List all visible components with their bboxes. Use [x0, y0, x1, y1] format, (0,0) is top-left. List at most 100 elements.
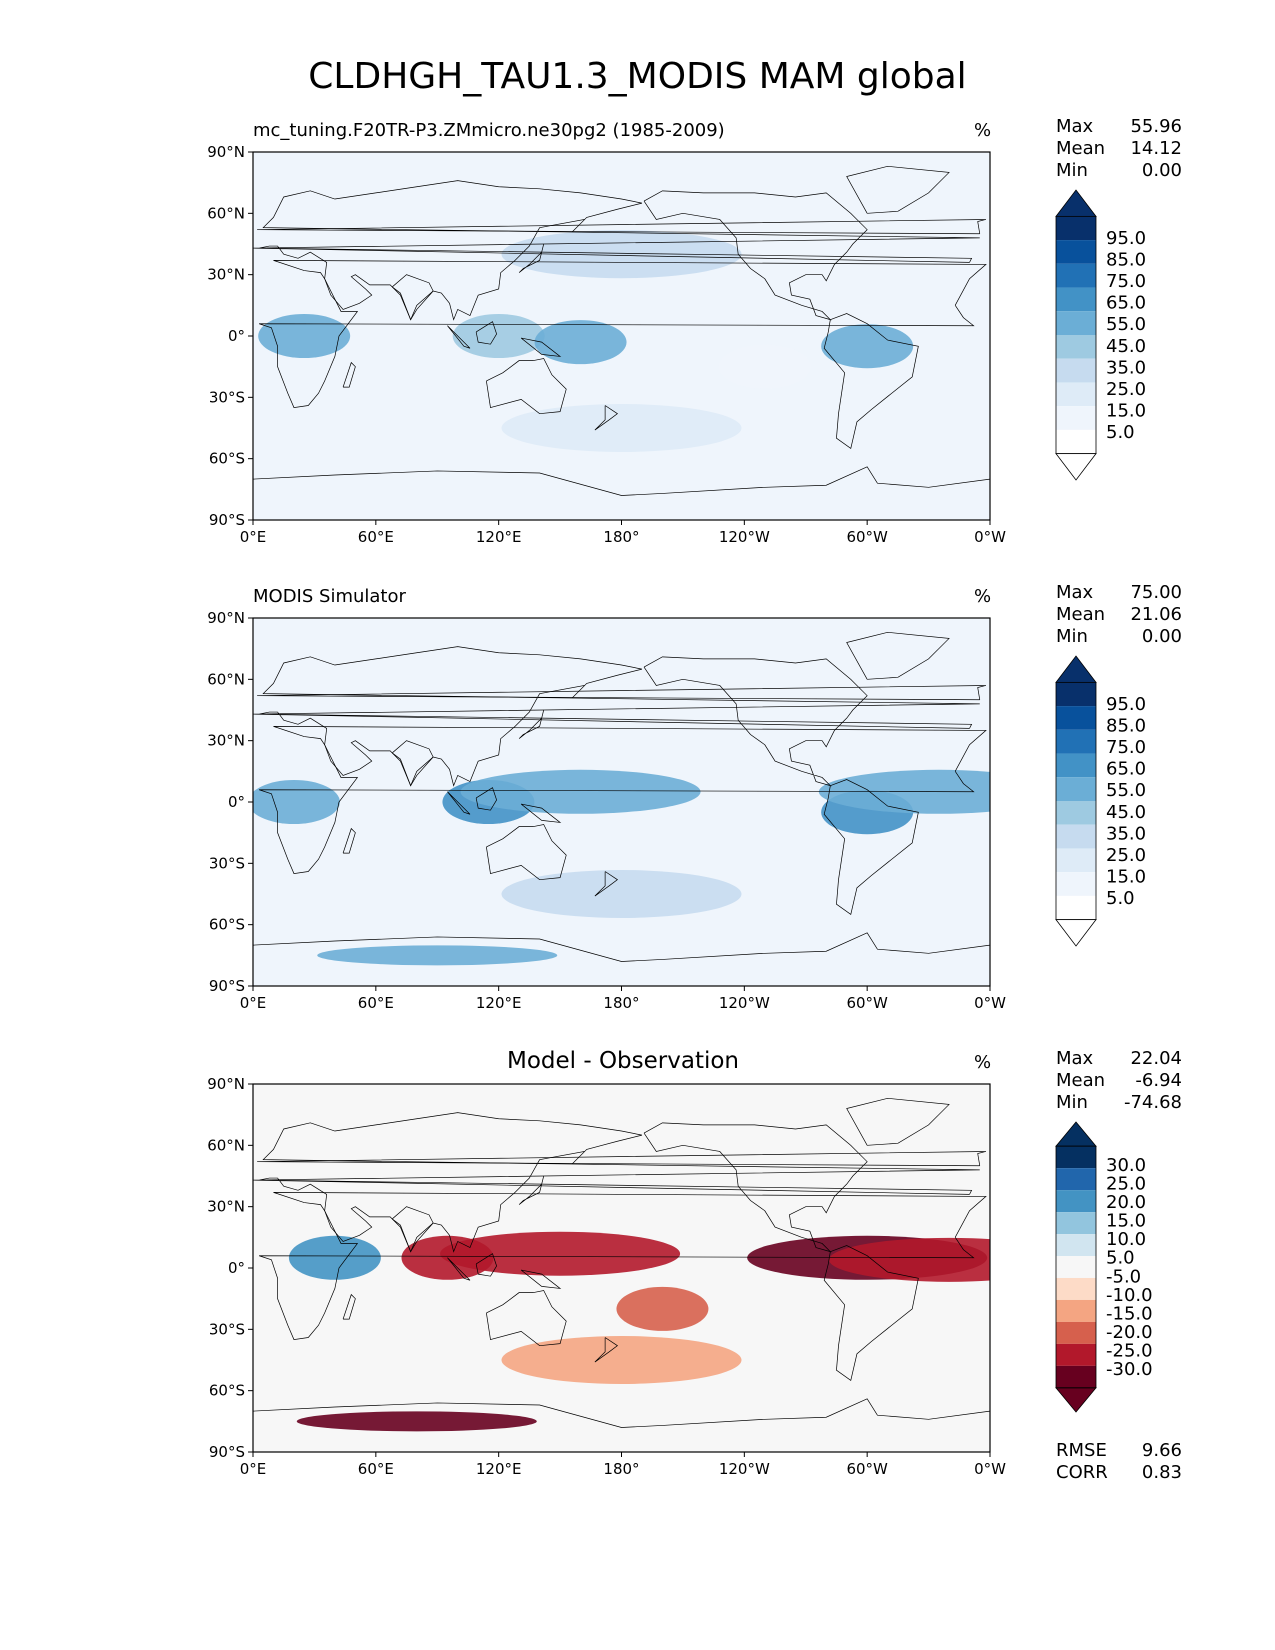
stat-min: Min 0.00: [1056, 160, 1182, 181]
coastline-greenland: [846, 165, 950, 214]
colorbar-segment: [1056, 240, 1096, 264]
page-title: CLDHGH_TAU1.3_MODIS MAM global: [308, 56, 967, 97]
field-feature: [501, 1336, 742, 1384]
field-feature: [616, 1286, 709, 1331]
coastline-africa: [259, 726, 987, 874]
coastline-australia: [486, 358, 567, 415]
panel-title: Model - Observation: [506, 1048, 740, 1074]
coastline-southAmerica: [823, 779, 919, 916]
coastline-australia: [486, 1290, 567, 1347]
y-tick-label: 90°S: [209, 977, 245, 995]
coastline-madagascar: [342, 361, 356, 388]
coastline-newZealand: [594, 871, 619, 897]
colorbar-segment: [1056, 1190, 1096, 1213]
map-plot: 0°E 60°E 120°E 180° 120°W 60°W 0°W 90°N 60°N 30°N…: [207, 1075, 1006, 1478]
x-tick-label: 120°W: [719, 1460, 770, 1478]
stat-min: Min -74.68: [1056, 1092, 1182, 1113]
colorbar-segment: [1056, 1256, 1096, 1278]
y-tick-label: 60°N: [207, 670, 245, 688]
stat-max: Max 55.96: [1056, 116, 1182, 137]
coastline-india: [391, 740, 434, 787]
colorbar-segment: [1056, 1234, 1096, 1257]
x-tick-label: 60°E: [358, 1460, 394, 1478]
field-feature: [452, 314, 545, 358]
coastline-india: [391, 1206, 434, 1253]
coastline-uk: [257, 685, 986, 701]
colorbar-segment: [1056, 429, 1096, 454]
colorbar-label: 25.0: [1106, 379, 1146, 400]
y-tick-label: 90°N: [207, 1075, 245, 1093]
x-tick-label: 60°E: [358, 994, 394, 1012]
colorbar-segment: [1056, 1168, 1096, 1191]
colorbar-label: 45.0: [1106, 802, 1146, 823]
y-tick-label: 30°S: [209, 388, 245, 406]
field-feature: [718, 344, 811, 389]
x-tick-label: 60°W: [846, 528, 888, 546]
colorbar-segment: [1056, 753, 1096, 778]
x-tick-label: 120°W: [719, 528, 770, 546]
colorbar-label: 65.0: [1106, 759, 1146, 780]
colorbar-label: 35.0: [1106, 357, 1146, 378]
coastline-borneo: [475, 1253, 498, 1277]
stats-block: Max 55.96 Mean 14.12 Min 0.00: [1056, 116, 1182, 182]
panel-observation: MODIS Simulator % 0°E 60°E 120°E 180° 120°W 6…: [0, 582, 1275, 1022]
colorbar-segment: [1056, 311, 1096, 335]
colorbar-label: 25.0: [1106, 1173, 1146, 1194]
coastline-madagascar: [342, 1293, 356, 1320]
coastline-uk: [257, 1151, 986, 1167]
colorbar-segment: [1056, 824, 1096, 849]
colorbar-label: 35.0: [1106, 823, 1146, 844]
coastline-newZealand: [594, 1337, 619, 1363]
map-plot: 0°E 60°E 120°E 180° 120°W 60°W 0°W 90°N 60°N 30°N…: [207, 143, 1006, 546]
coastline-sumatra: [447, 1257, 471, 1281]
colorbar: 30.025.020.015.010.05.0-5.0-10.0-15.0-20…: [1055, 1121, 1153, 1413]
coastline-madagascar: [342, 827, 356, 854]
map-area: 0°E 60°E 120°E 180° 120°W 60°W 0°W 90°N 60°N 30°N…: [207, 1075, 1006, 1478]
y-tick-label: 30°N: [207, 1198, 245, 1216]
field-feature: [317, 945, 558, 966]
y-tick-label: 90°S: [209, 511, 245, 529]
x-tick-label: 120°E: [476, 994, 522, 1012]
panel-title: mc_tuning.F20TR-P3.ZMmicro.ne30pg2 (1985…: [253, 120, 725, 141]
colorbar-segment: [1056, 263, 1096, 288]
coastline-greenland: [846, 1097, 950, 1146]
colorbar-extend-bottom: [1055, 1387, 1097, 1413]
colorbar-segment: [1056, 1343, 1096, 1366]
coastline-india: [391, 274, 434, 321]
y-tick-label: 60°S: [209, 916, 245, 934]
colorbar-segment: [1056, 872, 1096, 896]
colorbar-segment: [1056, 335, 1096, 359]
y-tick-label: 0°: [228, 793, 245, 811]
colorbar-label: 20.0: [1106, 1192, 1146, 1213]
colorbar-label: 15.0: [1106, 400, 1146, 421]
coastline-japan: [518, 1175, 545, 1205]
field-feature: [501, 870, 742, 918]
stat-max: Max 75.00: [1056, 582, 1182, 603]
coastline-newGuinea: [520, 337, 562, 357]
colorbar-label: 45.0: [1106, 336, 1146, 357]
x-tick-label: 60°W: [846, 994, 888, 1012]
stat-mean: Mean -6.94: [1056, 1070, 1182, 1091]
coastline-europeAsia: [253, 1112, 980, 1253]
x-tick-label: 180°: [603, 1460, 639, 1478]
colorbar-frame: [1055, 1145, 1097, 1389]
units-label: %: [974, 120, 992, 141]
coastline-newGuinea: [520, 1269, 562, 1289]
panel-model: mc_tuning.F20TR-P3.ZMmicro.ne30pg2 (1985…: [0, 116, 1275, 556]
colorbar-segment: [1056, 1146, 1096, 1169]
y-tick-label: 60°N: [207, 204, 245, 222]
colorbar-segment: [1056, 1277, 1096, 1300]
colorbar-label: 55.0: [1106, 314, 1146, 335]
map-area: 0°E 60°E 120°E 180° 120°W 60°W 0°W 90°N 60°N 30°N…: [207, 609, 1006, 1012]
colorbar-segment: [1056, 848, 1096, 873]
y-tick-label: 30°N: [207, 732, 245, 750]
coastline-europeAsia: [253, 646, 980, 787]
coastline-greenland: [846, 631, 950, 680]
colorbar-label: 55.0: [1106, 780, 1146, 801]
stats-block: Max 75.00 Mean 21.06 Min 0.00: [1056, 582, 1182, 648]
colorbar-label: 10.0: [1106, 1229, 1146, 1250]
stat-corr: CORR 0.83: [1056, 1462, 1182, 1483]
field-feature: [258, 314, 351, 358]
colorbar: 95.085.075.065.055.045.035.025.015.05.0: [1055, 189, 1146, 481]
x-tick-label: 180°: [603, 528, 639, 546]
